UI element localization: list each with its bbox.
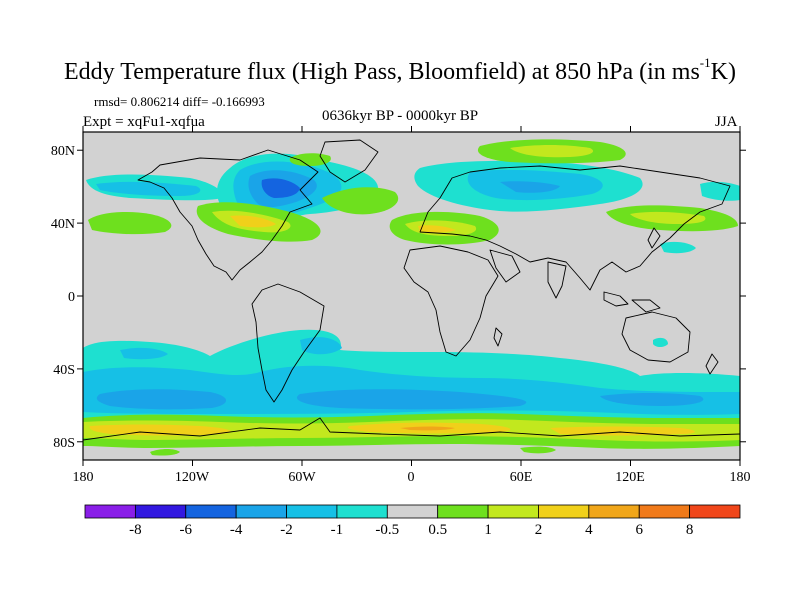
figure-title: Eddy Temperature flux (High Pass, Bloomf…	[64, 55, 736, 85]
southern-ocean-negative-region	[83, 329, 740, 420]
colorbar-swatch	[386, 504, 439, 519]
colorbar-swatch	[84, 504, 136, 519]
colorbar-swatch	[538, 504, 590, 519]
arctic-positive-region	[289, 139, 626, 166]
north-pacific-arctic-negative-region	[86, 174, 223, 201]
colorbar-swatch	[235, 504, 287, 519]
lon-label-180e: 180	[729, 470, 751, 485]
statistics-text: rmsd= 0.806214 diff= -0.166993	[94, 94, 265, 109]
colorbar-label: 0.5	[428, 522, 448, 538]
lat-label-0: 0	[68, 290, 75, 305]
colorbar-swatch	[336, 504, 388, 519]
colorbar-swatch	[487, 504, 539, 519]
colorbar-label: -4	[229, 522, 243, 538]
season-text: JJA	[715, 114, 738, 130]
lat-label-80n: 80N	[50, 144, 75, 159]
colorbar-label: -8	[129, 522, 142, 538]
colorbar-swatch	[437, 504, 489, 519]
colorbar-swatch	[185, 504, 237, 519]
colorbar-swatch	[689, 504, 741, 519]
colorbar-swatch	[638, 504, 691, 519]
colorbar-label: -1	[330, 522, 344, 538]
colorbar-label: 8	[685, 522, 694, 538]
lat-label-40s: 40S	[53, 363, 75, 378]
colorbar-label: 6	[635, 522, 643, 538]
east-asia-pacific-region	[606, 181, 740, 254]
lon-label-120e: 120E	[615, 470, 645, 485]
lat-label-40n: 40N	[50, 217, 75, 232]
lon-label-120w: 120W	[174, 470, 210, 485]
lat-label-80s: 80S	[53, 436, 75, 451]
lon-label-60w: 60W	[288, 470, 316, 485]
colorbar	[84, 504, 741, 519]
colorbar-label: -6	[179, 522, 193, 538]
colorbar-swatch	[286, 504, 338, 519]
antarctic-positive-band	[83, 413, 740, 449]
colorbar-swatch	[588, 504, 640, 519]
colorbar-label: -0.5	[375, 522, 400, 538]
lon-label-180w: 180	[72, 470, 94, 485]
southern-small-anomalies	[150, 337, 668, 456]
period-text: 0636kyr BP - 0000kyr BP	[322, 108, 479, 124]
lon-label-60e: 60E	[509, 470, 533, 485]
north-pacific-positive-region	[88, 202, 321, 242]
lon-label-0: 0	[407, 470, 415, 485]
experiment-text: Expt = xqFu1-xqfua	[83, 114, 205, 130]
axis-ticks	[77, 126, 746, 466]
colorbar-label: 2	[534, 522, 543, 538]
coastlines	[83, 139, 740, 441]
flux-anomaly-fields	[83, 139, 740, 456]
colorbar-swatch	[134, 504, 187, 519]
colorbar-label: 1	[484, 522, 492, 538]
colorbar-label: 4	[585, 522, 593, 538]
eurasia-negative-region	[414, 160, 643, 212]
colorbar-label: -2	[280, 522, 293, 538]
